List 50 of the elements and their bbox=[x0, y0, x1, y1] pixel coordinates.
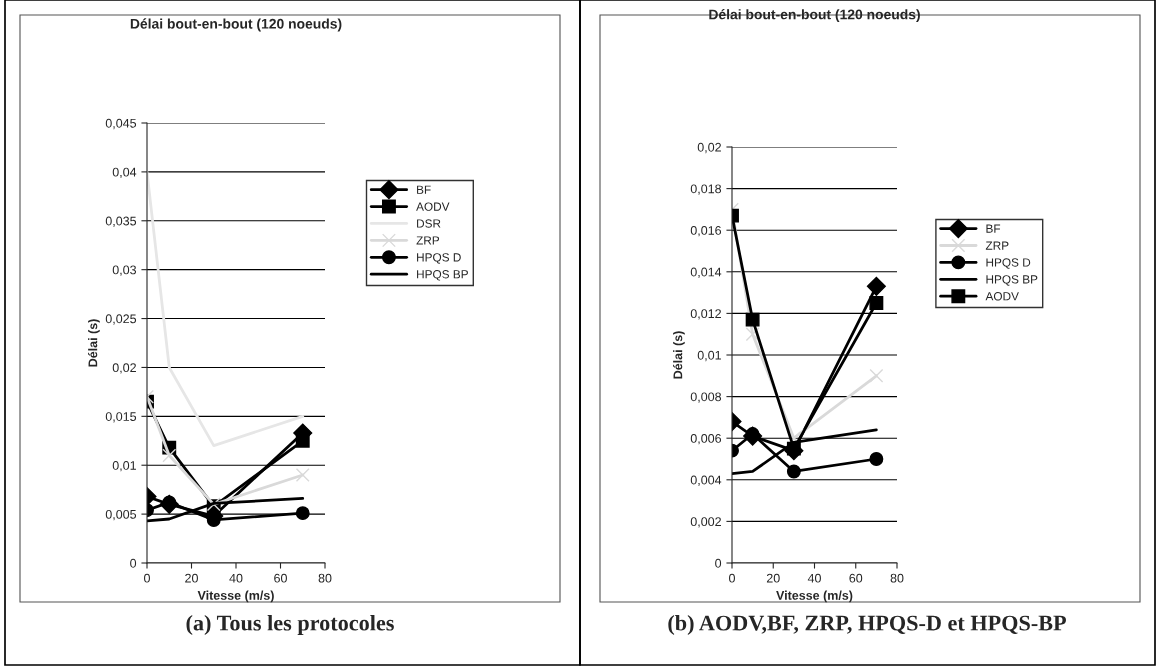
legend-label: DSR bbox=[417, 219, 441, 228]
x-tick-label: 60 bbox=[274, 573, 287, 583]
y-tick-label: 0,035 bbox=[105, 216, 137, 227]
legend-label: ZRP bbox=[985, 241, 1009, 250]
x-tick-label: 0 bbox=[729, 573, 735, 583]
legend-label: AODV bbox=[416, 202, 450, 211]
x-axis-title: Vitesse (m/s) bbox=[776, 590, 853, 603]
chart-title: Délai bout-en-bout (120 noeuds) bbox=[709, 9, 920, 23]
y-tick-label: 0,005 bbox=[105, 509, 137, 521]
y-tick-label: 0,004 bbox=[690, 475, 722, 486]
legend-label: HPQS D bbox=[986, 258, 1031, 269]
x-tick-label: 80 bbox=[318, 573, 332, 583]
x-tick-label: 0 bbox=[144, 573, 150, 583]
legend-label: AODV bbox=[985, 292, 1019, 301]
x-tick-label: 20 bbox=[766, 573, 780, 583]
legend-label: HPQS BP bbox=[417, 270, 468, 281]
y-tick-label: 0,02 bbox=[697, 142, 721, 154]
y-tick-label: 0,008 bbox=[690, 392, 722, 403]
x-tick-label: 60 bbox=[849, 573, 863, 583]
y-tick-label: 0 bbox=[715, 558, 722, 568]
y-tick-label: 0,01 bbox=[697, 350, 721, 362]
x-axis-title: Vitesse (m/s) bbox=[197, 590, 274, 603]
text: (a) Tous les protocoles bbox=[186, 614, 394, 636]
legend-label: HPQS D bbox=[417, 253, 461, 264]
y-tick-label: 0 bbox=[130, 558, 137, 568]
legend-label: BF bbox=[986, 224, 1001, 233]
y-tick-label: 0,04 bbox=[112, 167, 137, 179]
chart-title: Délai bout-en-bout (120 noeuds) bbox=[130, 18, 342, 32]
y-axis-title: Délai (s) bbox=[87, 319, 100, 367]
y-tick-label: 0,016 bbox=[690, 226, 722, 237]
text: (b) AODV,BF, ZRP, HPQS-D et HPQS-BP bbox=[668, 614, 1066, 636]
y-tick-label: 0,014 bbox=[690, 267, 722, 278]
y-tick-label: 0,002 bbox=[690, 517, 721, 528]
x-tick-label: 40 bbox=[807, 573, 821, 583]
y-tick-label: 0,006 bbox=[690, 434, 722, 445]
y-tick-label: 0,015 bbox=[105, 412, 137, 423]
y-axis-title: Délai (s) bbox=[672, 331, 685, 379]
y-tick-label: 0,01 bbox=[112, 461, 136, 472]
legend-label: ZRP bbox=[416, 236, 440, 245]
y-tick-label: 0,02 bbox=[112, 363, 136, 374]
y-tick-label: 0,025 bbox=[105, 314, 137, 325]
x-tick-label: 20 bbox=[185, 573, 198, 583]
y-tick-label: 0,045 bbox=[105, 118, 137, 130]
legend-label: HPQS BP bbox=[986, 275, 1038, 286]
x-tick-label: 80 bbox=[890, 573, 904, 583]
y-tick-label: 0,012 bbox=[690, 309, 721, 320]
y-tick-label: 0,018 bbox=[690, 184, 722, 195]
x-tick-label: 40 bbox=[229, 573, 243, 583]
legend-label: BF bbox=[417, 185, 431, 194]
y-tick-label: 0,03 bbox=[112, 265, 137, 276]
